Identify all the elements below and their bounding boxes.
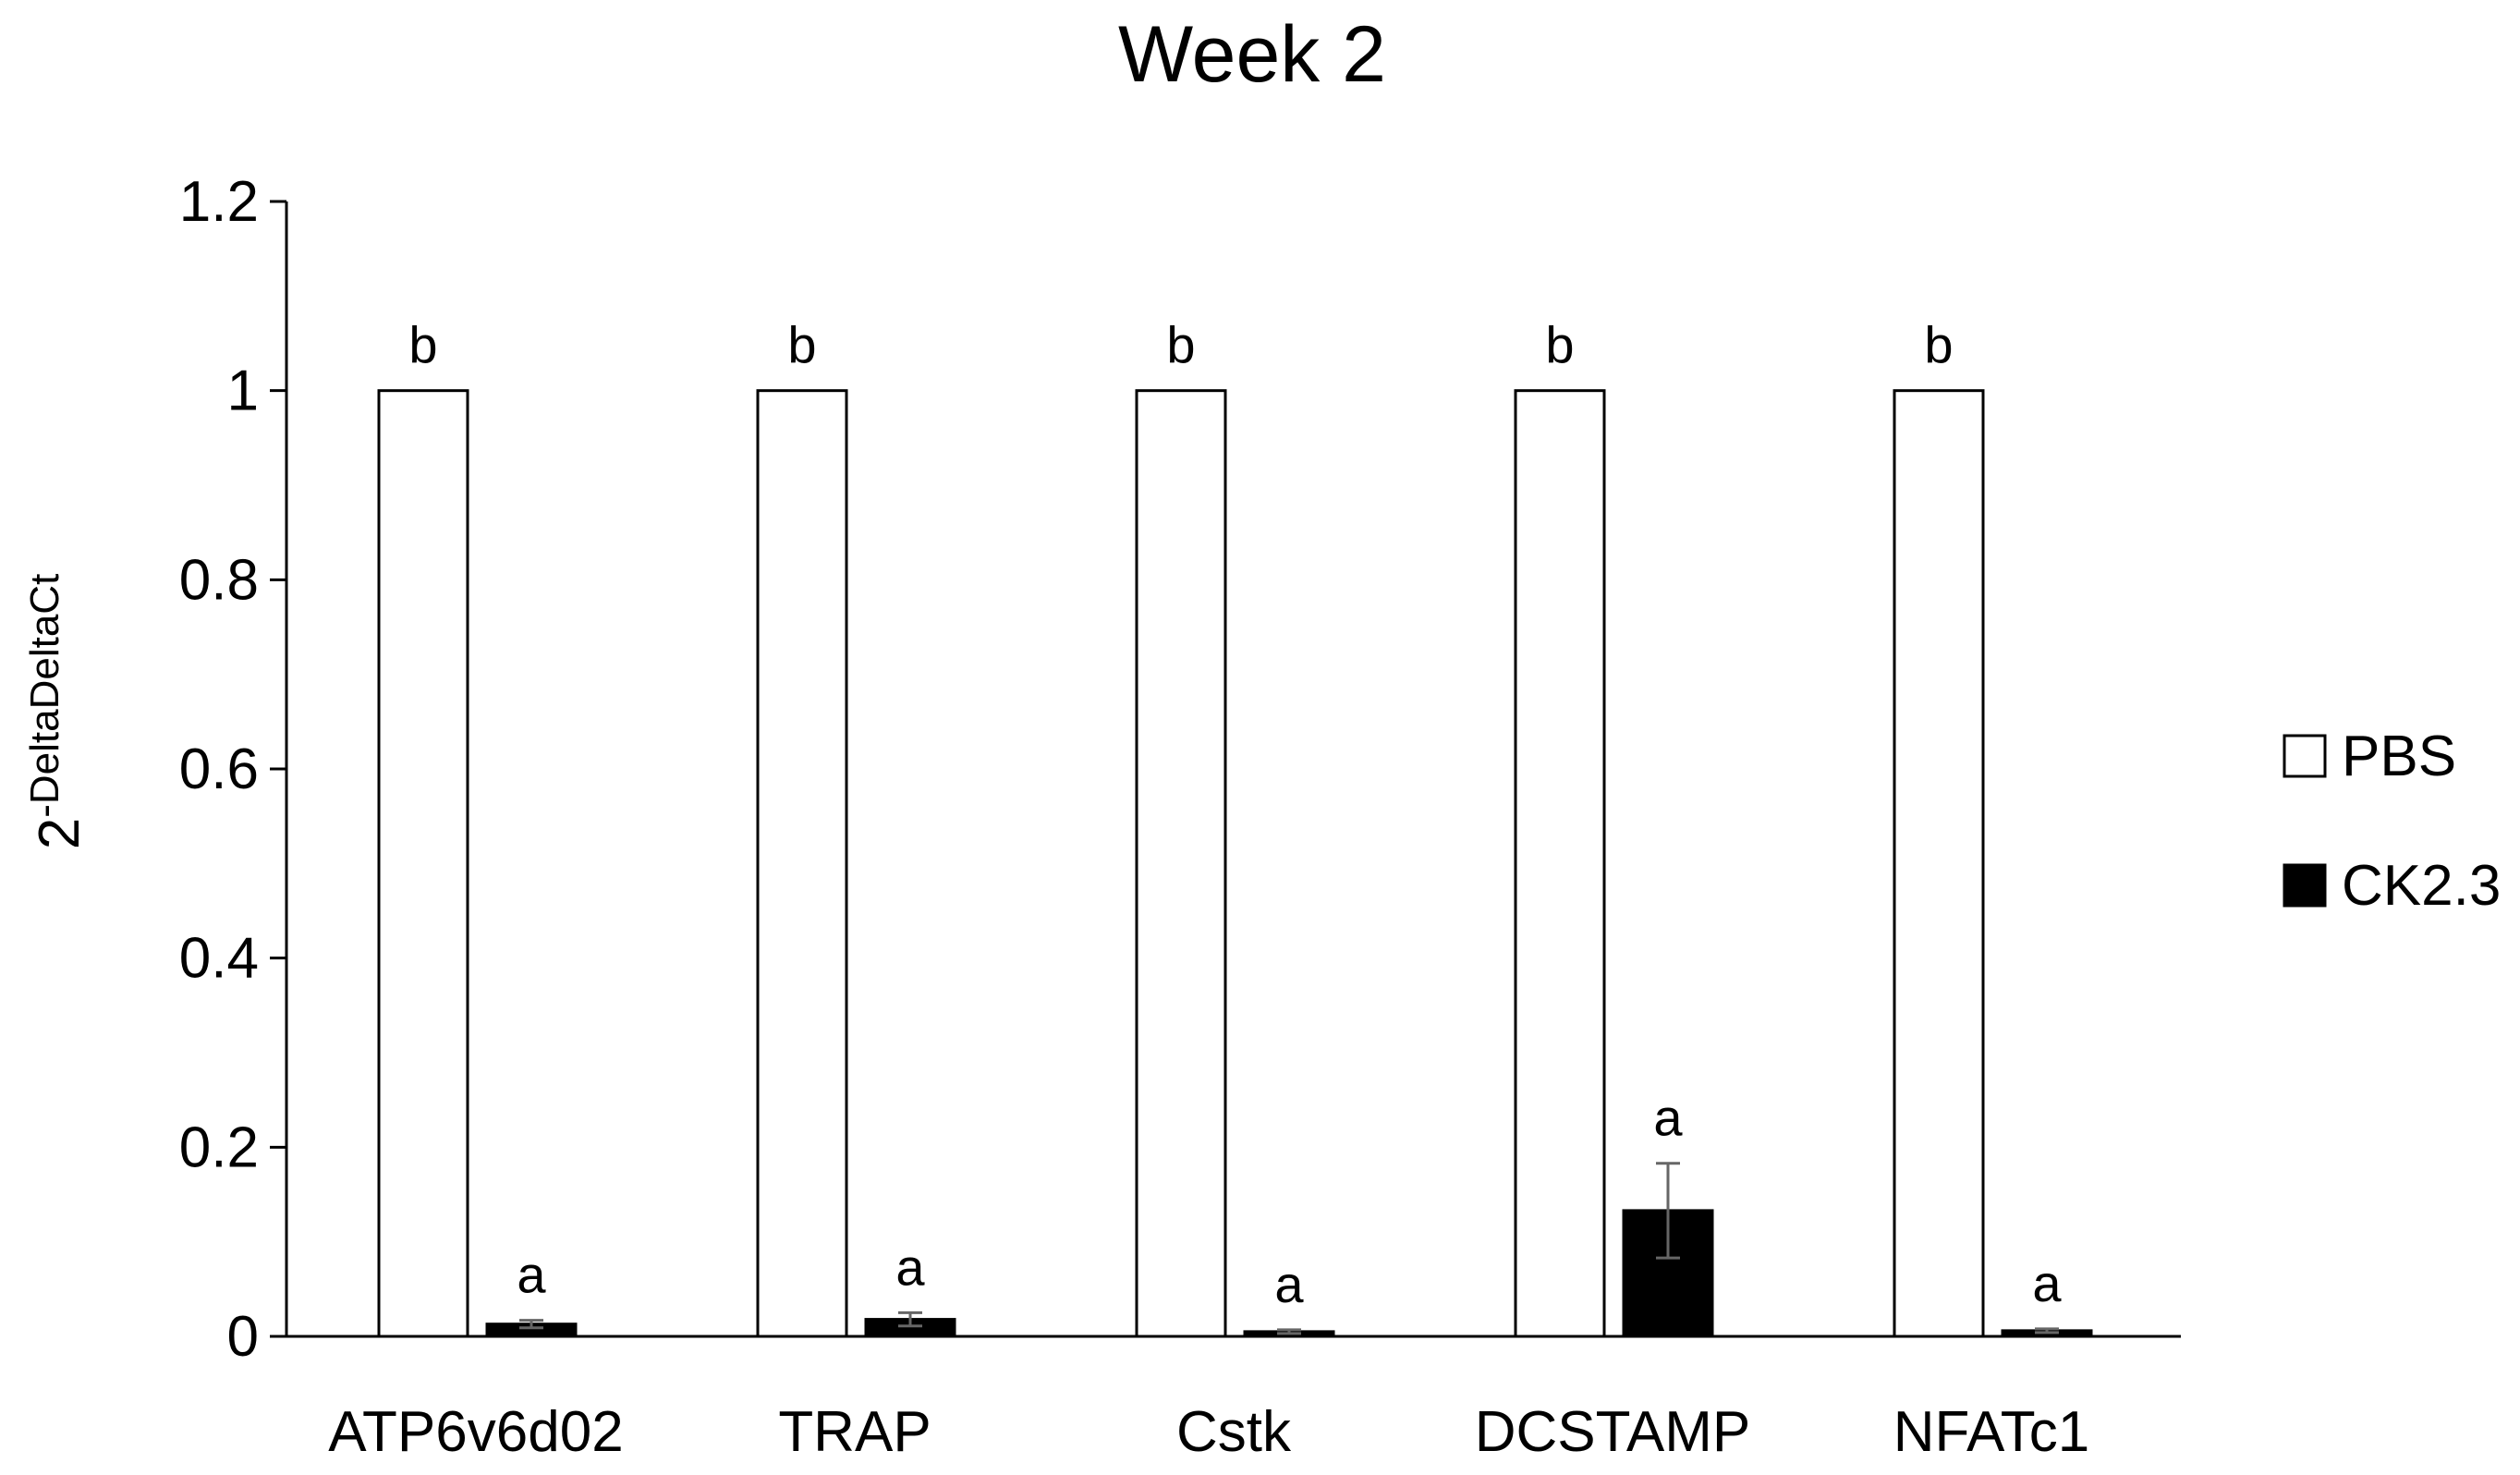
x-tick-label: ATP6v6d02 [328, 1400, 623, 1464]
y-tick-label: 0.6 [179, 738, 259, 801]
legend-item: CK2.3 [2283, 854, 2501, 918]
chart-title: Week 2 [1118, 10, 1386, 99]
y-axis: 0 0.2 0.4 0.6 0.8 1 1.2 [179, 170, 288, 1369]
x-tick-label: TRAP [778, 1400, 931, 1464]
significance-letter: a [1274, 1255, 1304, 1313]
x-tick-label: Cstk [1176, 1400, 1292, 1464]
pbs-bar [1135, 389, 1227, 1338]
significance-letter: a [1653, 1089, 1683, 1147]
legend-swatch [2283, 734, 2327, 778]
y-tick-label: 0.8 [179, 548, 259, 612]
significance-letter: b [408, 316, 437, 374]
pbs-bar [1893, 389, 1985, 1338]
y-axis-label: 2-DeltaDeltaCt [22, 574, 91, 850]
legend: PBS CK2.3 [2283, 725, 2501, 918]
pbs-bar [377, 389, 469, 1338]
legend-label: CK2.3 [2342, 854, 2501, 918]
bar-group: ba [1135, 316, 1335, 1338]
bar-group: ba [1514, 316, 1714, 1338]
x-tick-label: DCSTAMP [1475, 1400, 1751, 1464]
legend-swatch [2283, 863, 2327, 908]
significance-letter: b [787, 316, 816, 374]
significance-letter: b [1924, 316, 1953, 374]
significance-letter: a [2032, 1254, 2062, 1312]
bar-group: ba [1893, 316, 2093, 1338]
y-tick-label: 0.4 [179, 927, 259, 991]
y-axis-label-base: 2 [28, 818, 91, 849]
significance-letter: b [1545, 316, 1574, 374]
y-tick-label: 0 [227, 1305, 259, 1369]
significance-letter: a [517, 1246, 546, 1304]
legend-label: PBS [2342, 725, 2456, 788]
y-tick-label: 1.2 [179, 170, 259, 234]
y-tick-label: 1 [227, 360, 259, 423]
legend-item: PBS [2283, 725, 2456, 788]
y-tick-label: 0.2 [179, 1115, 259, 1179]
significance-letter: a [895, 1237, 925, 1296]
pbs-bar [756, 389, 848, 1338]
x-tick-label: NFATc1 [1893, 1400, 2089, 1464]
x-axis: ATP6v6d02 TRAP Cstk DCSTAMP NFATc1 [286, 1335, 2181, 1464]
y-axis-label-exponent: -DeltaDeltaCt [22, 574, 67, 818]
pbs-bar [1514, 389, 1606, 1338]
bar-group: ba [756, 316, 956, 1338]
significance-letter: b [1166, 316, 1195, 374]
bar-group: ba [377, 316, 578, 1338]
